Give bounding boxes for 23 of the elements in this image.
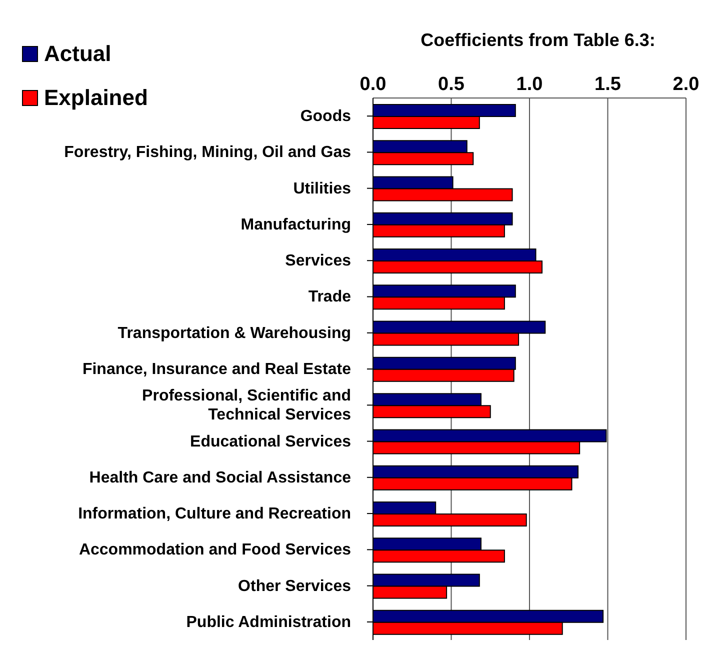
y-tick-label: Information, Culture and Recreation — [78, 506, 351, 523]
x-tick-label: 1.5 — [594, 74, 622, 95]
y-tick-label: Other Services — [238, 578, 352, 595]
chart-title: Coefficients from Table 6.3: — [420, 30, 656, 51]
x-tick-label: 2.0 — [672, 74, 700, 95]
x-tick-label: 0.5 — [438, 74, 465, 95]
y-tick-label: Finance, Insurance and Real Estate — [82, 361, 352, 378]
y-tick-label: Professional, Scientific and Technical Services — [142, 388, 352, 424]
legend-label: Actual — [43, 40, 112, 68]
y-tick-label: Manufacturing — [240, 216, 351, 234]
y-tick-label: Accommodation and Food Services — [78, 542, 352, 559]
x-tick-label: 0.0 — [360, 74, 386, 95]
y-tick-label: Educational Services — [190, 433, 352, 450]
x-tick-label: 1.0 — [516, 74, 543, 95]
y-tick-label: Public Administration — [186, 614, 351, 631]
y-tick-label: Transportation & Warehousing — [118, 324, 351, 342]
y-tick-label: Services — [285, 252, 352, 270]
y-tick-label: Trade — [308, 288, 352, 306]
y-tick-label: Health Care and Social Assistance — [89, 469, 352, 486]
legend-label: Explained — [43, 84, 148, 112]
y-tick-label: Forestry, Fishing, Mining, Oil and Gas — [64, 144, 352, 162]
y-tick-label: Utilities — [293, 180, 352, 198]
y-tick-label: Goods — [300, 108, 352, 126]
